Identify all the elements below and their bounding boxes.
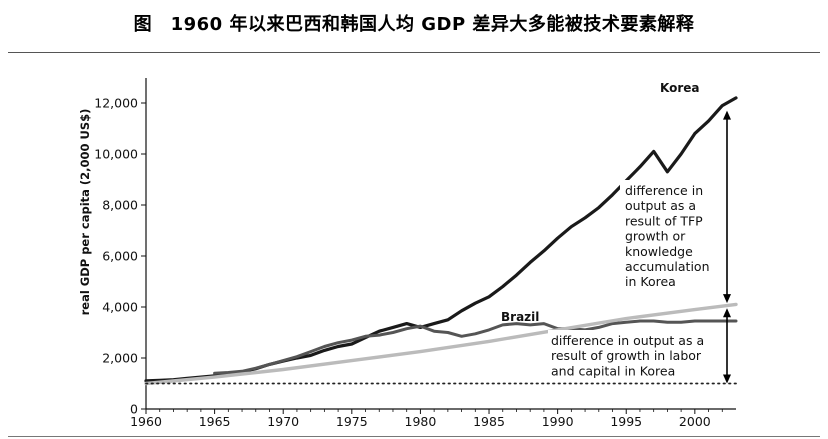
y-tick-label: 0 — [130, 402, 138, 417]
y-tick-label: 2,000 — [102, 351, 138, 366]
tfp-annotation-text: knowledge — [625, 244, 693, 259]
tfp-annotation-text: in Korea — [625, 274, 676, 289]
x-tick-label: 1995 — [610, 414, 642, 429]
x-tick-label: 1960 — [130, 414, 162, 429]
figure-title: 图 1960 年以来巴西和韩国人均 GDP 差异大多能被技术要素解释 — [133, 14, 695, 35]
labor-annotation-background — [548, 330, 722, 380]
x-tick-label: 1975 — [336, 414, 368, 429]
tfp-annotation-text: output as a — [625, 198, 696, 213]
labor-annotation-text: and capital in Korea — [551, 363, 675, 378]
tfp-annotation-text: growth or — [625, 229, 686, 244]
arrow-head-down — [723, 374, 731, 384]
x-tick-label: 1985 — [473, 414, 505, 429]
tfp-difference-arrow — [723, 110, 731, 304]
x-tick-label: 1990 — [542, 414, 574, 429]
labor-capital-difference-arrow — [723, 308, 731, 384]
labor-annotation-text: difference in output as a — [551, 333, 704, 348]
series-layer — [144, 96, 738, 386]
tfp-annotation-text: difference in — [625, 183, 703, 198]
korea-series-label: Korea — [660, 81, 700, 95]
y-tick-label: 12,000 — [94, 96, 138, 111]
labor-annotation-text: result of growth in labor — [551, 348, 702, 363]
y-tick-label: 8,000 — [102, 198, 138, 213]
x-tick-label: 1980 — [405, 414, 437, 429]
title-rule — [8, 52, 820, 53]
y-tick-label: 4,000 — [102, 300, 138, 315]
bottom-rule — [8, 436, 820, 437]
x-tick-label: 2000 — [679, 414, 711, 429]
axes: 0 2,000 4,000 6,000 8,000 10,000 12,000 1960 196… — [94, 78, 736, 429]
brazil-series-line — [213, 319, 738, 375]
y-tick-label: 10,000 — [94, 147, 138, 162]
x-tick-label: 1965 — [199, 414, 231, 429]
x-tick-label: 1970 — [267, 414, 299, 429]
y-axis-label: real GDP per capita (2,000 US$) — [78, 109, 92, 316]
brazil-series-label: Brazil — [501, 310, 539, 324]
tfp-annotation-text: accumulation — [625, 259, 710, 274]
projection-series-line — [144, 302, 738, 386]
tfp-annotation-background — [620, 180, 720, 292]
arrow-head-up — [723, 110, 731, 120]
arrow-head-down — [723, 294, 731, 304]
tfp-annotation-text: result of TFP — [625, 213, 703, 228]
y-tick-label: 6,000 — [102, 249, 138, 264]
arrow-head-up — [723, 308, 731, 318]
